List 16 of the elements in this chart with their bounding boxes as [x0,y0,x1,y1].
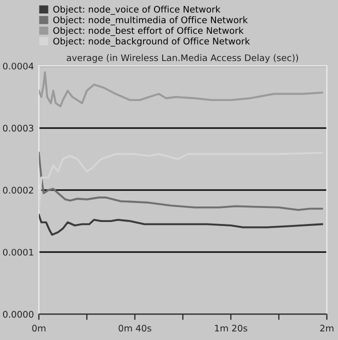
legend-label: Object: node_best effort of Office Network [53,26,244,36]
y-tick-label: 0.0002 [3,186,34,194]
legend-label: Object: node_background of Office Network [53,38,250,47]
y-tick-label: 0.0000 [3,310,34,318]
y-tick-label: 0.0004 [3,62,34,70]
line-series [38,71,324,108]
y-tick-label: 0.0001 [3,248,34,256]
line-series [38,214,324,236]
x-tick-label: 0m 40s [118,324,152,332]
legend-label: Object: node_voice of Office Network [53,6,220,15]
legend-label: Object: node_multimedia of Office Network [53,16,248,26]
x-tick-label: 2m [320,324,334,332]
y-tick-label: 0.0003 [3,124,34,132]
x-tick-label: 1m 20s [215,324,248,332]
x-tick-label: 0m [32,324,46,332]
chart-title: average (in Wireless Lan.Media Access Delay (sec)) [66,54,298,63]
